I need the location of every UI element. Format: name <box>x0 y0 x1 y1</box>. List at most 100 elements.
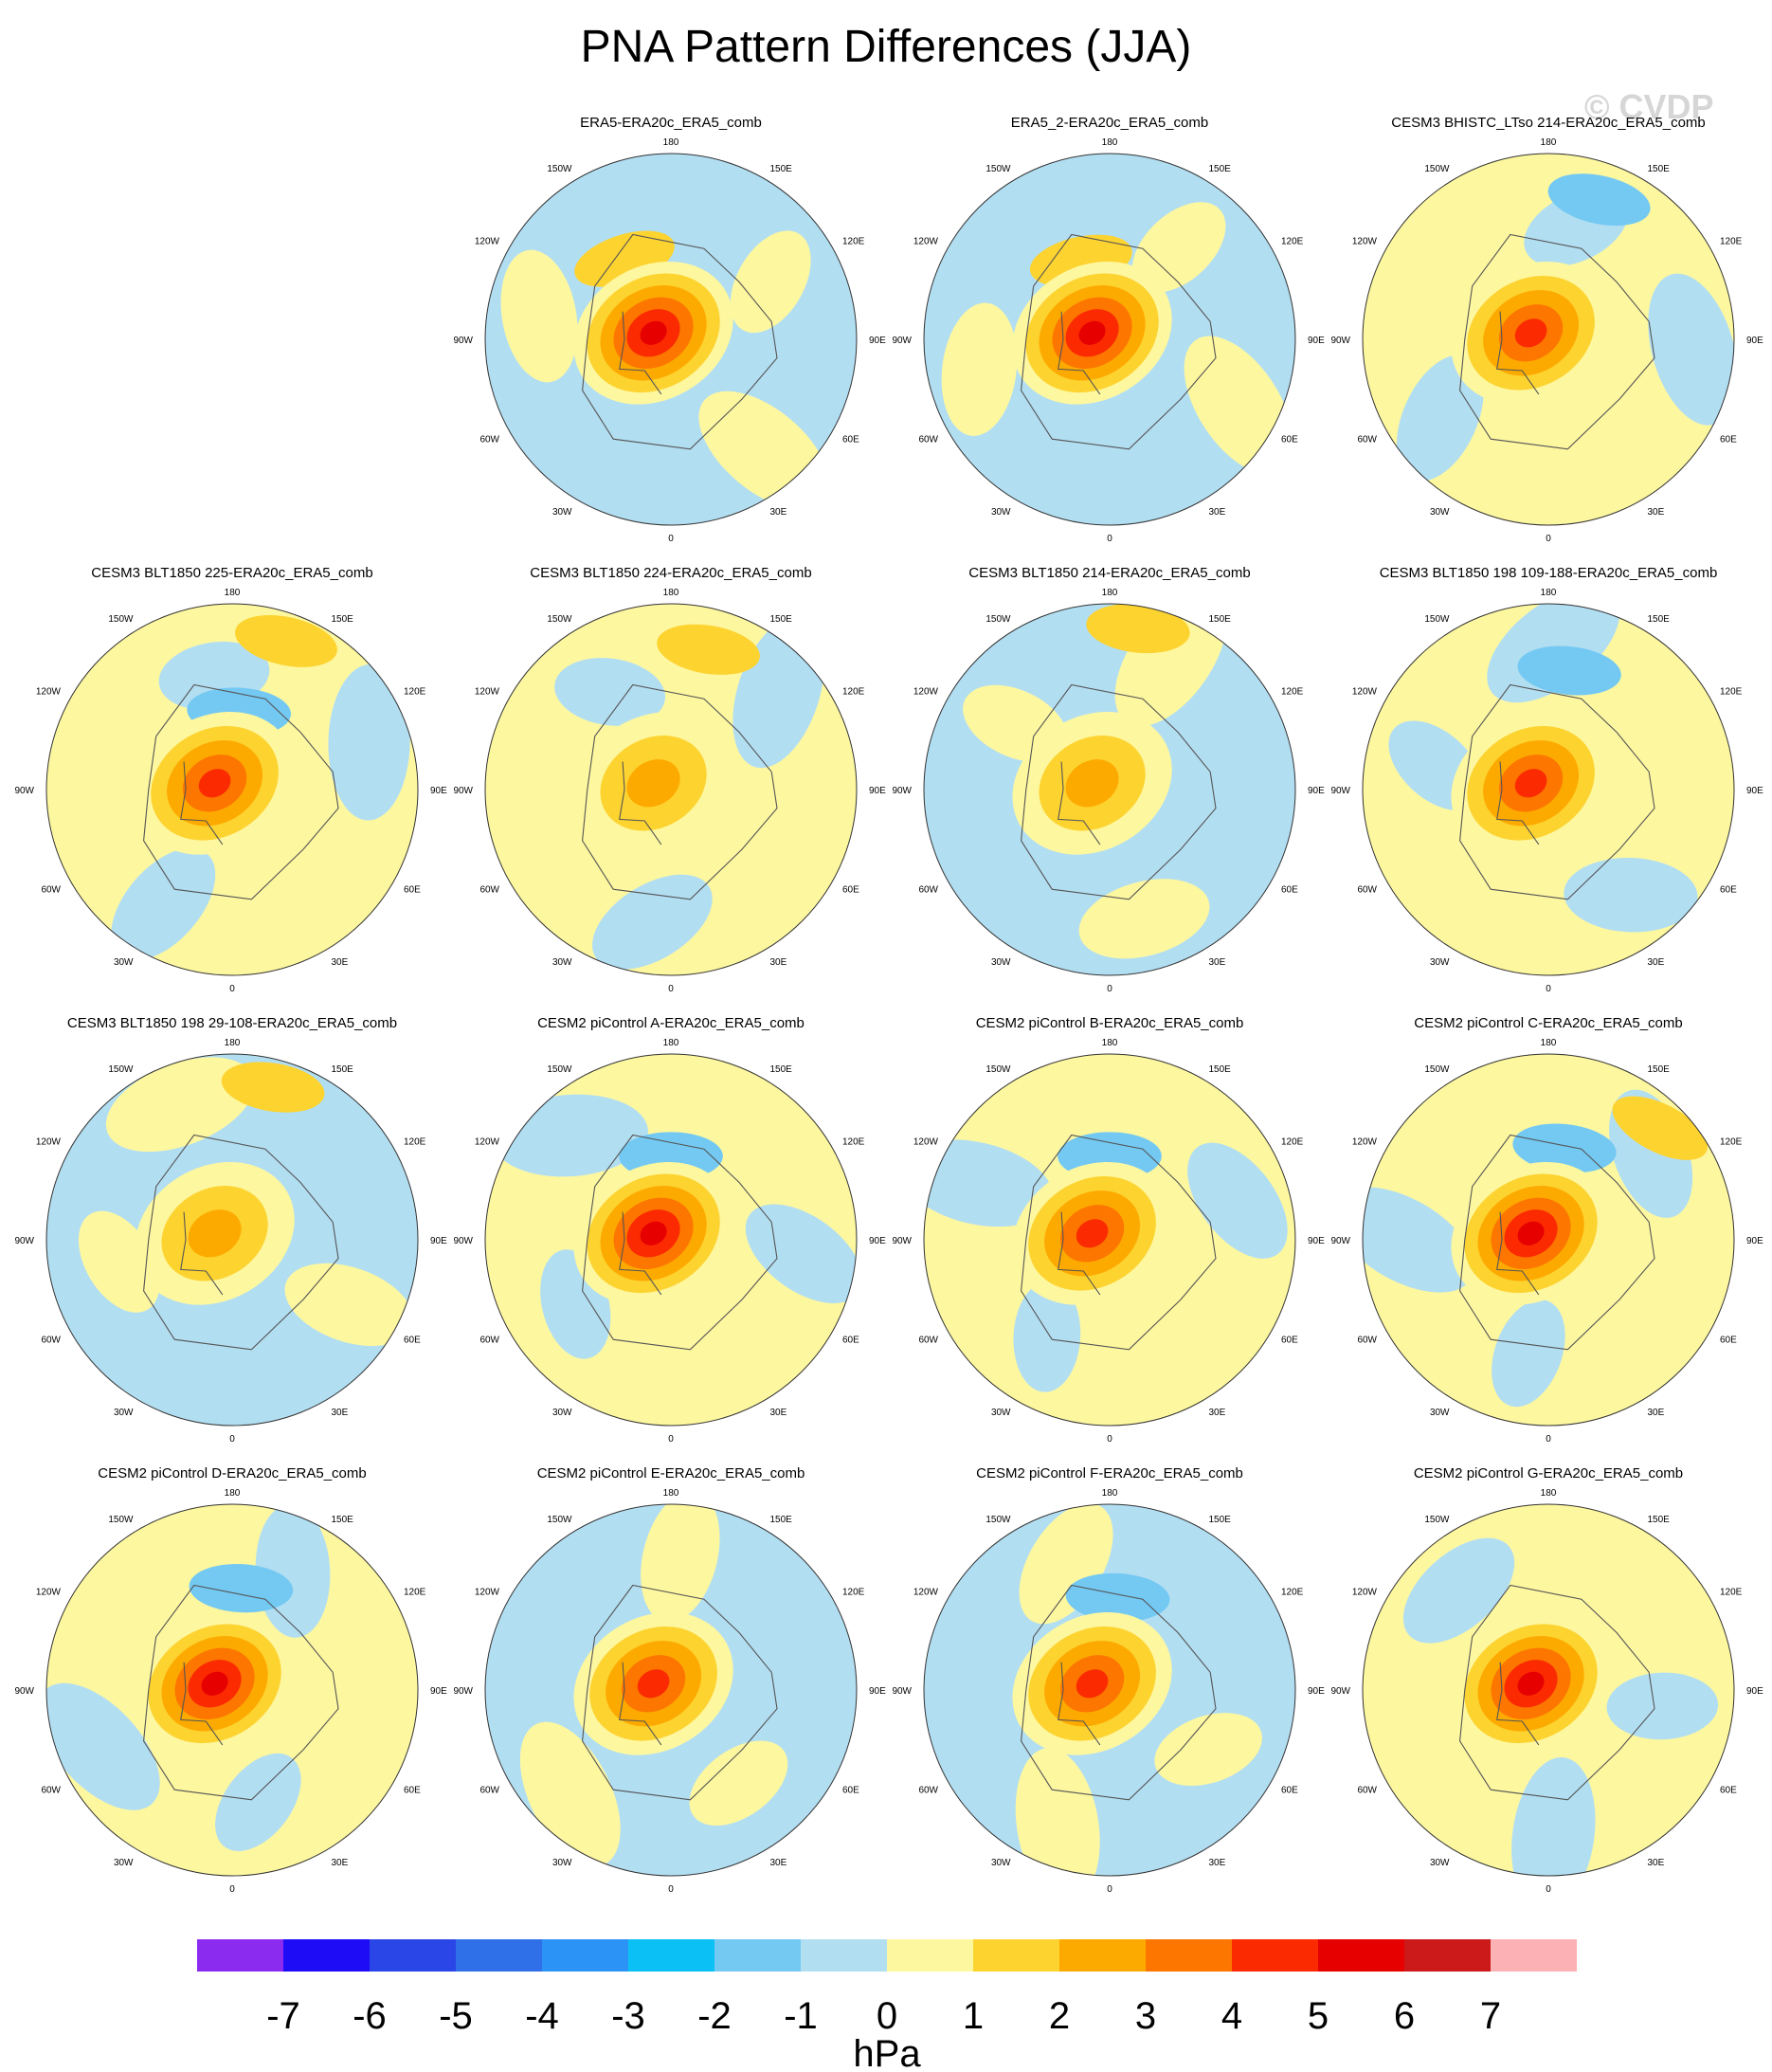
anomaly-patch <box>1492 1300 1565 1408</box>
longitude-label: 150E <box>1648 614 1671 625</box>
longitude-label: 150E <box>1209 164 1232 174</box>
longitude-label: 150W <box>547 1064 572 1075</box>
longitude-label: 30W <box>552 957 572 968</box>
longitude-label: 90W <box>1330 1686 1350 1697</box>
longitude-label: 30W <box>1430 1408 1450 1418</box>
coastline <box>180 1662 224 1746</box>
map-boundary <box>1362 153 1735 526</box>
longitude-label: 120E <box>1720 1137 1743 1148</box>
anomaly-patch <box>105 1057 255 1153</box>
map-boundary <box>1362 1053 1735 1427</box>
map-panel: CESM3 BLT1850 198 109-188-ERA20c_ERA5_co… <box>1330 565 1763 994</box>
longitude-label: 60W <box>479 1786 499 1796</box>
longitude-label: 0 <box>1546 1434 1551 1445</box>
longitude-label: 150E <box>770 164 793 174</box>
longitude-label: 120E <box>842 237 865 247</box>
map-boundary <box>923 603 1296 976</box>
colorbar-tick-label: 6 <box>1394 1995 1415 2037</box>
colorbar-swatch <box>801 1939 887 1972</box>
longitude-label: 30W <box>114 1408 134 1418</box>
longitude-label: 30E <box>1209 1408 1226 1418</box>
colorbar-swatch <box>283 1939 370 1972</box>
longitude-label: 30W <box>114 957 134 968</box>
anomaly-feature <box>1612 1096 1709 1160</box>
longitude-label: 90E <box>1746 786 1763 796</box>
longitude-label: 180 <box>225 588 241 598</box>
longitude-label: 30W <box>991 1408 1011 1418</box>
longitude-label: 0 <box>1107 534 1112 544</box>
longitude-label: 30E <box>1209 507 1226 518</box>
longitude-label: 150E <box>770 614 793 625</box>
longitude-label: 150W <box>1424 1515 1450 1525</box>
longitude-label: 120W <box>913 1588 939 1598</box>
panel-title: ERA5_2-ERA20c_ERA5_comb <box>1011 115 1208 131</box>
longitude-label: 30W <box>552 507 572 518</box>
anomaly-patch <box>1187 1142 1288 1259</box>
longitude-label: 30E <box>1648 1858 1665 1868</box>
longitude-label: 180 <box>1541 588 1557 598</box>
pressure-maximum-band <box>1517 1671 1545 1696</box>
map-boundary <box>923 1053 1296 1427</box>
longitude-label: 120W <box>475 237 500 247</box>
longitude-label: 30W <box>991 957 1011 968</box>
longitude-label: 90E <box>1308 1686 1325 1697</box>
longitude-label: 120E <box>842 1588 865 1598</box>
colorbar: -7 -6 -5 -4 -3 -2 -1 0 1 2 3 4 5 6 7 hPa <box>197 1939 1577 2072</box>
coastline <box>1459 1134 1655 1351</box>
longitude-label: 180 <box>1102 588 1118 598</box>
map-boundary <box>45 1053 419 1427</box>
longitude-label: 120E <box>404 1137 426 1148</box>
longitude-label: 150E <box>332 614 354 625</box>
coastline <box>1058 761 1101 845</box>
anomaly-feature <box>221 1062 325 1113</box>
colorbar-unit: hPa <box>853 2033 921 2072</box>
longitude-label: 90W <box>14 786 34 796</box>
longitude-label: 0 <box>668 534 674 544</box>
longitude-label: 120E <box>1720 1588 1743 1598</box>
longitude-label: 120E <box>404 687 426 698</box>
anomaly-feature <box>1517 645 1621 696</box>
anomaly-patch <box>554 658 666 726</box>
coastline <box>619 1211 662 1296</box>
anomaly-feature <box>235 615 337 667</box>
anomaly-patch <box>1402 1537 1515 1644</box>
pressure-maximum-band <box>637 1669 670 1699</box>
panel-title: CESM3 BLT1850 198 29-108-ERA20c_ERA5_com… <box>67 1015 397 1031</box>
longitude-label: 30E <box>332 1858 349 1868</box>
colorbar-tick-label: 4 <box>1221 1995 1242 2037</box>
longitude-label: 0 <box>1546 534 1551 544</box>
pressure-maximum-band <box>201 1671 228 1696</box>
longitude-label: 90W <box>453 1236 473 1246</box>
map-boundary <box>923 1503 1296 1877</box>
longitude-label: 150W <box>985 1064 1011 1075</box>
anomaly-patch <box>111 847 216 961</box>
coastline <box>1496 1662 1540 1746</box>
anomaly-patch <box>1606 1672 1719 1740</box>
longitude-label: 60W <box>41 1336 61 1346</box>
longitude-label: 90W <box>1330 1236 1350 1246</box>
longitude-label: 90W <box>453 786 473 796</box>
anomaly-patch <box>730 230 811 334</box>
colorbar-tick-label: -1 <box>784 1995 818 2037</box>
map-panel: CESM2 piControl A-ERA20c_ERA5_comb 180 150… <box>453 1015 886 1445</box>
map-panel: CESM3 BHISTC_LTso 214-ERA20c_ERA5_comb 18… <box>1330 115 1763 544</box>
map-boundary <box>484 1503 858 1877</box>
coastline <box>1058 311 1101 395</box>
anomaly-patch <box>1363 1187 1474 1293</box>
longitude-label: 150E <box>770 1515 793 1525</box>
panel-title: CESM2 piControl B-ERA20c_ERA5_comb <box>976 1015 1244 1031</box>
panel-title: CESM3 BLT1850 214-ERA20c_ERA5_comb <box>968 565 1250 581</box>
longitude-label: 150E <box>332 1064 354 1075</box>
longitude-label: 30E <box>770 957 787 968</box>
longitude-label: 30E <box>1209 1858 1226 1868</box>
longitude-label: 90W <box>892 1686 912 1697</box>
longitude-label: 30E <box>770 1858 787 1868</box>
coastline <box>1058 1662 1101 1746</box>
map-panel: CESM3 BLT1850 214-ERA20c_ERA5_comb 180 150… <box>892 565 1325 994</box>
pressure-maximum-band <box>1517 1221 1545 1245</box>
map-boundary <box>1362 1503 1735 1877</box>
pressure-maximum-band <box>1514 769 1547 798</box>
longitude-label: 60E <box>1281 885 1298 896</box>
longitude-label: 60W <box>479 435 499 445</box>
longitude-label: 150E <box>1648 1064 1671 1075</box>
